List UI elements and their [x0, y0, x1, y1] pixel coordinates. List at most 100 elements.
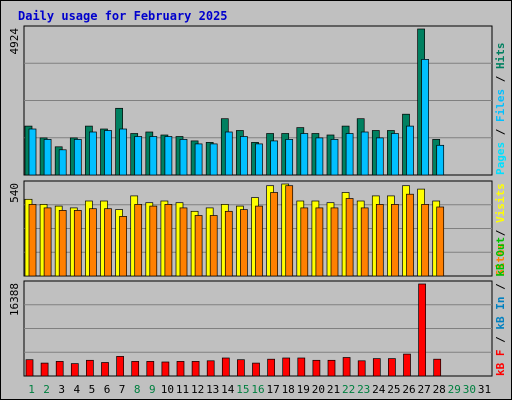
x-tick-label-25: 25 [387, 383, 400, 396]
bar-files-19 [300, 133, 309, 176]
x-tick-label-4: 4 [73, 383, 80, 396]
legend-entry-hits: Hits [494, 43, 507, 70]
bar-kb-f-14 [221, 357, 230, 377]
bar-sites-7 [119, 216, 127, 277]
bar-files-20 [315, 137, 324, 176]
bar-sites-15 [240, 209, 248, 277]
bar-files-1 [28, 128, 37, 176]
bar-kb-f-20 [312, 359, 321, 377]
bar-files-21 [330, 139, 339, 176]
x-tick-label-7: 7 [119, 383, 126, 396]
bar-sites-11 [179, 207, 188, 277]
bar-files-15 [240, 136, 248, 176]
legend-entry-sep: / [494, 330, 507, 350]
x-tick-label-11: 11 [176, 383, 189, 396]
x-tick-label-29: 29 [448, 383, 461, 396]
bar-kb-f-27 [418, 283, 426, 377]
bar-kb-f-9 [146, 361, 155, 377]
bar-files-11 [179, 139, 188, 176]
bar-sites-24 [375, 204, 384, 277]
bar-files-2 [43, 139, 52, 176]
bar-kb-f-11 [176, 361, 185, 377]
bar-files-23 [360, 131, 369, 176]
bar-files-16 [255, 143, 263, 176]
legend-kbytes: kB F / kB In / kB Out [494, 237, 507, 376]
y-max-label-kbytes: 16388 [8, 283, 21, 316]
x-tick-label-3: 3 [58, 383, 65, 396]
legend-entry-kb_f: kB F [494, 350, 507, 377]
bar-sites-14 [224, 210, 233, 277]
bar-files-27 [421, 59, 429, 176]
bar-sites-9 [149, 205, 158, 277]
legend-entry-files: Files [494, 89, 507, 122]
x-tick-label-9: 9 [149, 383, 156, 396]
bar-sites-19 [300, 207, 309, 277]
bar-kb-f-15 [237, 359, 245, 377]
bar-kb-f-24 [372, 358, 381, 377]
bar-kb-f-7 [116, 356, 124, 377]
legend-visits-sites: Sites / Visits [494, 183, 507, 276]
bar-files-24 [375, 137, 384, 176]
legend-entry-kb_in: kB In [494, 297, 507, 330]
x-tick-label-10: 10 [161, 383, 174, 396]
bar-files-3 [58, 149, 67, 176]
legend-entry-sep: / [494, 277, 507, 297]
bar-kb-f-22 [342, 357, 351, 377]
bar-kb-f-19 [297, 357, 306, 377]
bar-files-26 [406, 125, 414, 176]
x-tick-label-8: 8 [134, 383, 141, 396]
bar-sites-3 [58, 210, 67, 277]
bar-kb-f-21 [327, 359, 336, 377]
bar-sites-17 [270, 192, 278, 277]
bar-sites-2 [43, 207, 52, 277]
x-tick-label-28: 28 [433, 383, 446, 396]
bar-kb-f-10 [161, 361, 170, 377]
bar-sites-13 [209, 215, 218, 277]
legend-entry-kb_out: kB Out [494, 237, 507, 277]
bar-sites-26 [406, 193, 414, 277]
bar-sites-4 [73, 210, 82, 277]
x-tick-label-23: 23 [357, 383, 370, 396]
x-tick-label-21: 21 [327, 383, 340, 396]
legend-entry-visits: Visits [494, 183, 507, 223]
bar-kb-f-16 [252, 362, 260, 377]
x-tick-label-20: 20 [312, 383, 325, 396]
bar-sites-10 [164, 204, 173, 277]
bar-files-12 [194, 143, 203, 176]
bar-sites-27 [421, 204, 429, 277]
y-max-label-hits-files: 4924 [8, 28, 21, 55]
bar-kb-f-28 [433, 358, 442, 377]
legend-entry-sep: / [494, 69, 507, 89]
bar-files-17 [270, 140, 278, 176]
bar-sites-25 [391, 204, 399, 277]
bar-kb-f-13 [206, 360, 215, 377]
bar-files-9 [149, 136, 158, 176]
bar-kb-f-3 [55, 361, 64, 377]
bar-sites-28 [436, 206, 445, 277]
bar-kb-f-2 [40, 362, 49, 377]
legend-entry-sep: / [494, 122, 507, 142]
x-tick-label-30: 30 [463, 383, 476, 396]
bar-files-10 [164, 136, 173, 176]
bar-sites-22 [345, 198, 354, 277]
x-tick-label-26: 26 [402, 383, 415, 396]
bar-kb-f-5 [86, 359, 94, 377]
bar-sites-8 [134, 204, 143, 277]
x-tick-label-1: 1 [28, 383, 35, 396]
legend-entry-pages: Pages [494, 142, 507, 175]
x-tick-label-31: 31 [478, 383, 491, 396]
x-tick-label-15: 15 [236, 383, 249, 396]
bar-kb-f-1 [25, 359, 34, 377]
x-tick-label-17: 17 [266, 383, 279, 396]
bar-files-22 [345, 133, 354, 176]
bar-files-6 [104, 130, 112, 176]
bar-sites-18 [285, 185, 294, 277]
legend-hits-files: Pages / Files / Hits [494, 43, 507, 176]
bar-files-14 [224, 131, 233, 176]
bar-sites-16 [255, 205, 263, 277]
bar-files-18 [285, 139, 294, 176]
bar-files-25 [391, 133, 399, 176]
bar-kb-f-18 [282, 357, 291, 377]
x-tick-label-27: 27 [417, 383, 430, 396]
legend-entry-sites: Sites [494, 243, 507, 276]
